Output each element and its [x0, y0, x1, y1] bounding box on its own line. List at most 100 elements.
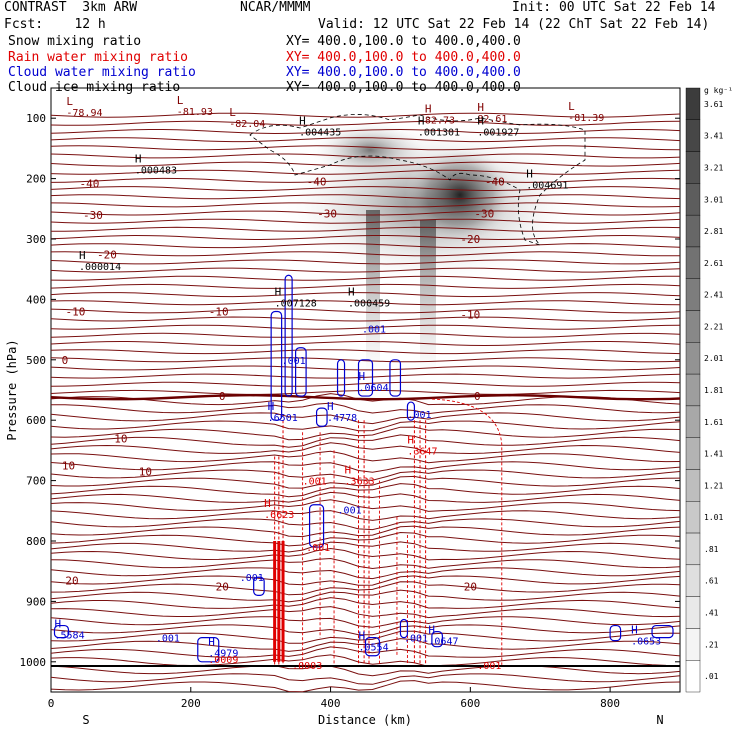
extremum-value: .0653 — [631, 637, 661, 648]
temperature-label: 20 — [216, 580, 229, 593]
extremum-value: -81.39 — [568, 113, 604, 124]
temperature-line — [50, 420, 681, 432]
extremum-value: .3633 — [345, 477, 375, 488]
extremum-value: 82.61 — [477, 114, 507, 125]
temperature-label: -10 — [209, 305, 229, 318]
colorbar-label: .21 — [704, 640, 719, 649]
temperature-line — [50, 292, 681, 298]
colorbar-label: 1.41 — [704, 450, 723, 459]
extremum-mark: H — [359, 630, 366, 643]
x-tick-label: 200 — [181, 697, 201, 710]
y-tick-label: 300 — [26, 233, 46, 246]
temperature-label: -10 — [66, 305, 86, 318]
extremum-mark: H — [345, 464, 352, 477]
temperature-label: -40 — [80, 177, 100, 190]
temperature-line — [50, 112, 681, 118]
extremum-mark: H — [631, 624, 638, 637]
extremum-value: .001 — [404, 634, 428, 645]
cloud-water-contour — [357, 359, 374, 397]
temperature-label: -30 — [83, 209, 103, 222]
extremum-mark: H — [208, 636, 215, 649]
cloud-water-contour — [53, 624, 70, 639]
extremum-mark: L — [177, 94, 184, 107]
colorbar-label: 1.81 — [704, 386, 723, 395]
cloud-water-contour — [364, 637, 381, 657]
temperature-line — [50, 267, 681, 273]
extremum-mark: H — [327, 400, 334, 413]
colorbar-swatch — [685, 501, 701, 534]
y-tick-label: 1000 — [20, 656, 47, 669]
extremum-value: .001301 — [418, 127, 460, 138]
temperature-line — [50, 389, 681, 395]
extremum-value: .001 — [306, 543, 330, 554]
extremum-mark: H — [425, 102, 432, 115]
x-tick-label: 0 — [48, 697, 55, 710]
temperature-line — [50, 161, 681, 167]
temperature-line — [50, 194, 681, 200]
x-axis-label: Distance (km) — [318, 713, 412, 727]
extremum-value: -82.04 — [229, 119, 265, 130]
colorbar-swatch — [685, 87, 701, 120]
temperature-line — [50, 251, 681, 257]
temperature-line — [50, 434, 681, 448]
temperature-line — [50, 332, 681, 338]
extremum-mark: H — [299, 114, 306, 127]
cloud-water-contour — [270, 310, 283, 421]
x-end-left: S — [82, 713, 89, 727]
y-tick-label: 200 — [26, 173, 46, 186]
plot-frame — [50, 87, 681, 693]
extremum-value: .001 — [477, 661, 501, 672]
extremum-value: .0009 — [208, 655, 238, 666]
colorbar-swatch — [685, 278, 701, 311]
temperature-line — [50, 381, 681, 387]
temperature-line — [50, 234, 681, 241]
valid-time: Valid: 12 UTC Sat 22 Feb 14 (22 ChT Sat … — [318, 17, 710, 32]
temperature-line — [51, 226, 681, 232]
y-tick-label: 500 — [26, 354, 46, 367]
temperature-line — [50, 275, 680, 281]
colorbar-unit: g kg⁻¹ — [704, 86, 733, 95]
extremum-mark: L — [66, 95, 73, 108]
colorbar-swatch — [685, 564, 701, 597]
temperature-line — [50, 137, 681, 143]
field-cloudwater-name: Cloud water mixing ratio — [8, 65, 196, 80]
temperature-line — [50, 153, 681, 159]
cloud-water-contour — [431, 630, 443, 648]
colorbar: 3.61 3.41 3.21 3.01 2.81 2.61 2.41 2.21 2.01 1.81… — [685, 87, 723, 693]
extremum-value: .4778 — [327, 413, 357, 424]
colorbar-swatch — [685, 246, 701, 279]
colorbar-swatch — [685, 469, 701, 502]
temperature-line — [50, 128, 681, 135]
temperature-line — [50, 340, 681, 347]
field-snow-name: Snow mixing ratio — [8, 34, 142, 49]
extremum-value: 82.73 — [425, 115, 455, 126]
temperature-line — [51, 402, 681, 415]
temperature-line — [50, 557, 681, 570]
snow-streak-1 — [366, 210, 380, 370]
colorbar-label: 3.21 — [704, 163, 723, 172]
temperature-line — [50, 169, 681, 175]
colorbar-label: .41 — [704, 609, 719, 618]
extremum-mark: L — [568, 100, 575, 113]
extremum-mark: H — [275, 285, 282, 298]
colorbar-label: 2.61 — [704, 259, 723, 268]
extremum-mark: L — [229, 106, 236, 119]
temperature-line — [50, 210, 681, 216]
field-cloudwater-xy: XY= 400.0,100.0 to 400.0,400.0 — [286, 65, 521, 80]
temperature-label: -20 — [460, 233, 480, 246]
temperature-label: 10 — [114, 432, 127, 445]
temperature-line — [50, 412, 681, 425]
temperature-line — [50, 442, 681, 455]
extremum-value: .001 — [303, 477, 327, 488]
temperature-line — [50, 365, 681, 371]
colorbar-label: 2.21 — [704, 322, 723, 331]
temperature-line — [50, 283, 681, 289]
temperature-label: 20 — [464, 580, 477, 593]
temperature-line — [50, 469, 681, 481]
cloud-water-contour — [284, 274, 293, 397]
title: CONTRAST 3km ARW — [4, 0, 138, 15]
extremum-value: .007128 — [275, 298, 317, 309]
temperature-line — [50, 145, 681, 151]
